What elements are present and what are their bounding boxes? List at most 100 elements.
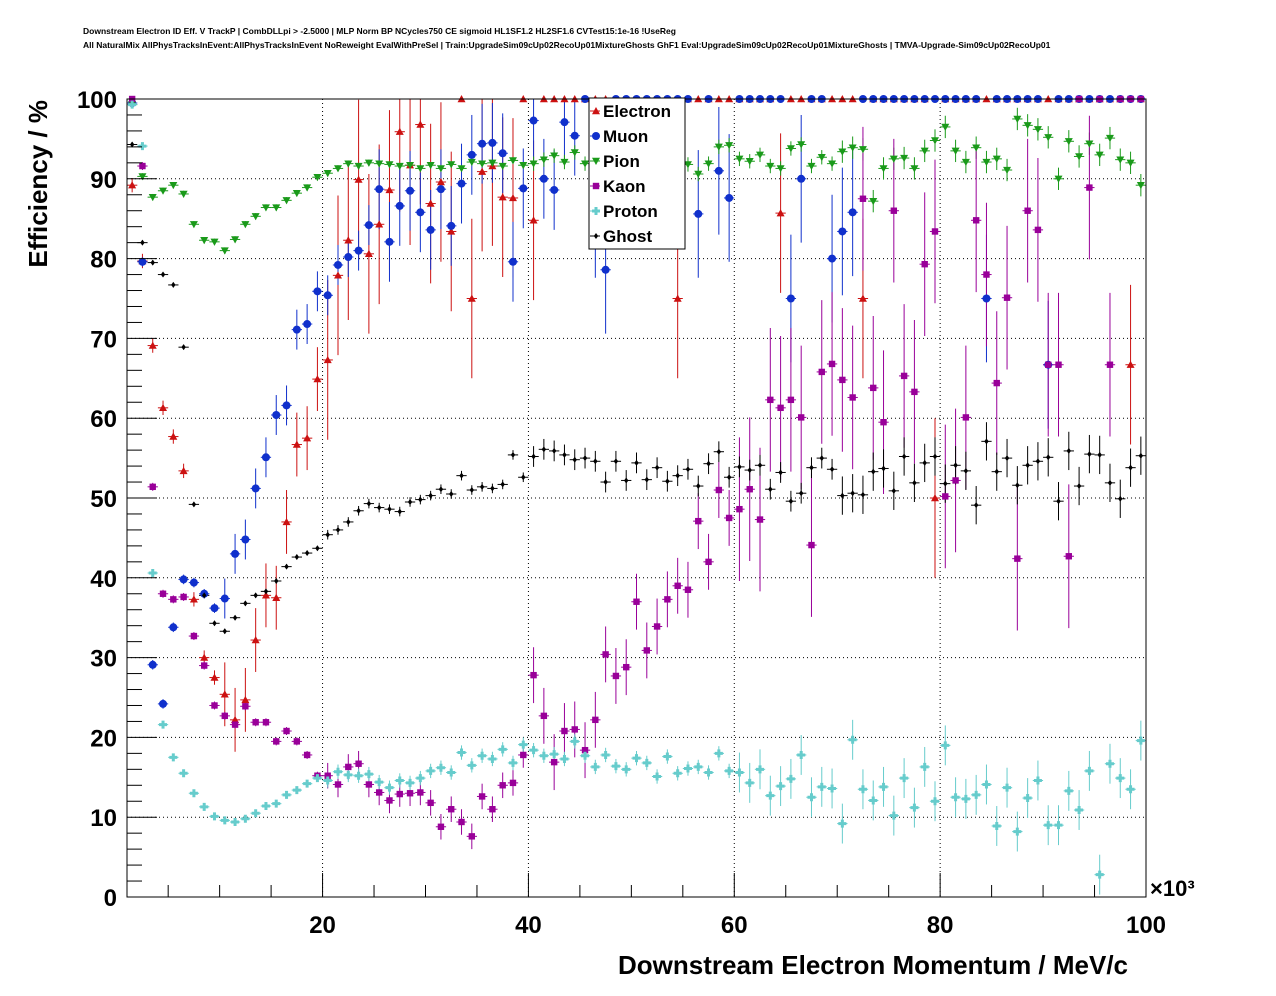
data-point (1085, 140, 1094, 148)
data-point (828, 254, 837, 263)
data-point (685, 466, 691, 473)
data-point (200, 802, 209, 811)
data-point (241, 221, 250, 229)
data-point (623, 663, 630, 671)
data-point (498, 193, 507, 201)
data-point (881, 465, 886, 472)
data-point (673, 294, 682, 302)
data-point (1003, 783, 1012, 792)
data-point (1004, 455, 1010, 462)
data-point (395, 162, 404, 171)
data-point (529, 216, 538, 224)
data-point (920, 147, 929, 155)
data-point (293, 738, 301, 745)
data-point (447, 221, 456, 230)
data-point (1003, 294, 1011, 301)
data-point (375, 220, 384, 228)
data-point (1025, 462, 1030, 469)
data-point (189, 221, 198, 229)
data-point (992, 821, 1001, 830)
data-point (529, 116, 538, 125)
data-point (1013, 115, 1022, 123)
data-point (880, 418, 887, 426)
data-point (817, 782, 826, 791)
data-point (745, 158, 754, 166)
data-point (786, 294, 795, 303)
data-point (251, 809, 260, 818)
data-point (426, 766, 435, 775)
data-point (797, 414, 805, 421)
y-tick-label: 70 (90, 326, 117, 353)
data-point (839, 376, 846, 384)
data-point (346, 518, 351, 525)
data-point (531, 453, 536, 460)
data-point (591, 762, 600, 771)
data-point (984, 438, 989, 445)
data-point (858, 294, 867, 302)
y-tick-label: 20 (90, 725, 117, 752)
data-point (1023, 794, 1032, 803)
y-tick-label: 0 (104, 885, 117, 912)
data-point (364, 770, 373, 779)
data-point (972, 217, 980, 224)
data-point (519, 184, 528, 193)
data-point (334, 271, 343, 279)
data-point (417, 789, 424, 796)
data-point (426, 162, 435, 170)
data-point (1075, 806, 1084, 815)
data-point (756, 516, 764, 523)
data-point (828, 784, 837, 793)
data-point (961, 794, 970, 803)
data-point (252, 719, 259, 726)
data-point (478, 160, 487, 168)
data-point (889, 811, 898, 820)
data-point (242, 703, 249, 710)
data-point (406, 778, 415, 787)
data-point (159, 403, 168, 412)
data-point (438, 486, 444, 493)
data-point (747, 467, 752, 474)
data-point (1046, 454, 1051, 461)
axis-ticks (127, 98, 1147, 898)
data-point (788, 498, 794, 505)
x-tick-label: 80 (927, 912, 954, 939)
data-point (952, 477, 959, 484)
data-point (334, 781, 342, 788)
data-point (786, 145, 795, 153)
data-point (241, 814, 250, 823)
y-tick-label: 60 (90, 406, 117, 433)
legend-marker (593, 233, 599, 239)
data-point (715, 486, 723, 494)
data-point (191, 501, 197, 508)
data-point (704, 160, 713, 168)
data-point (941, 123, 950, 131)
y-tick-label: 90 (90, 167, 117, 194)
data-point (829, 466, 835, 473)
chart-header-line-2: All NaturalMix AllPhysTracksInEvent:AllP… (83, 40, 1051, 50)
data-point (807, 162, 816, 171)
data-point (478, 139, 487, 148)
data-point (478, 793, 486, 800)
data-point (416, 120, 425, 128)
data-point (313, 174, 322, 182)
series-proton (128, 100, 1145, 879)
data-point (457, 179, 466, 188)
data-point (879, 165, 888, 173)
legend-marker (592, 182, 600, 190)
data-point (210, 812, 219, 821)
data-point (777, 404, 784, 412)
data-point (932, 453, 938, 460)
data-point (911, 388, 918, 396)
data-point (478, 167, 487, 175)
data-point (632, 754, 641, 763)
data-point (786, 774, 795, 783)
data-point (189, 595, 198, 603)
data-point (776, 782, 785, 791)
data-point (1033, 126, 1042, 134)
x-tick-label: 20 (309, 912, 336, 939)
data-point (910, 803, 919, 812)
data-point (366, 500, 372, 507)
data-point (920, 762, 929, 771)
series-kaon (128, 95, 1145, 840)
data-point (838, 148, 847, 156)
